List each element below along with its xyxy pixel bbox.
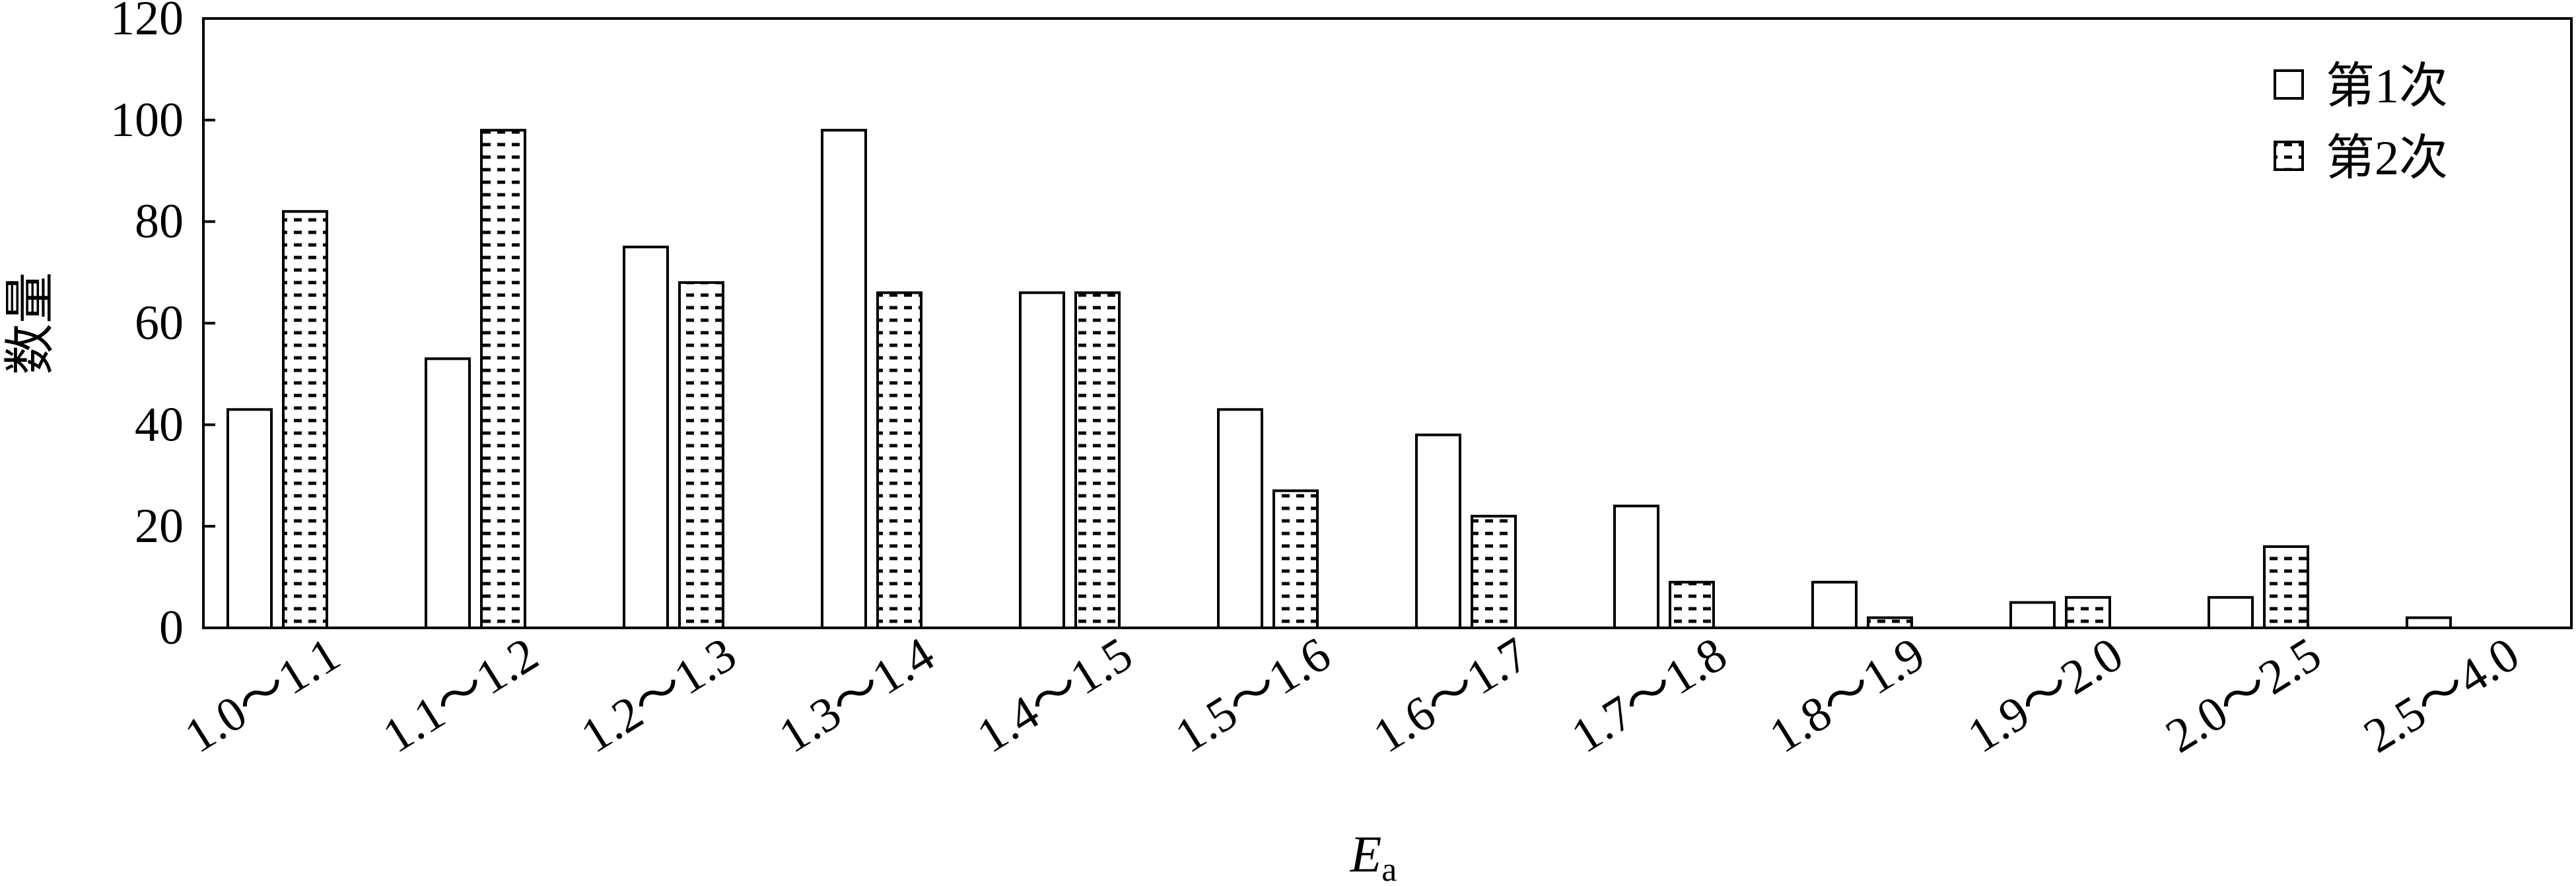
x-tick-label: 1.3～1.4 [770, 627, 944, 764]
bar-series-1-0 [226, 408, 273, 630]
bar-series-1-5 [1217, 408, 1263, 630]
x-tick-label: 1.6～1.7 [1364, 627, 1538, 764]
bar-series-2-5 [1272, 489, 1319, 630]
bar-series-1-6 [1415, 433, 1461, 629]
bar-series-1-3 [821, 129, 867, 629]
legend-label-series-1: 第1次 [2326, 59, 2448, 114]
y-tick-label: 100 [110, 93, 184, 147]
y-tick-label: 80 [135, 195, 184, 249]
bar-series-1-1 [425, 357, 471, 629]
x-tick-label: 1.8～1.9 [1760, 627, 1934, 764]
y-tick-label: 20 [135, 499, 184, 553]
bar-series-1-10 [2208, 596, 2254, 629]
plot-frame [202, 17, 2573, 629]
x-axis-title-subscript: a [1381, 851, 1397, 886]
bar-series-2-1 [480, 129, 526, 629]
y-axis-title: 数量 [1, 272, 59, 375]
y-axis-ticks: 0 20 40 60 80 100 120 [110, 0, 215, 655]
x-tick-label: 1.7～1.8 [1562, 627, 1736, 764]
x-tick-label: 2.0～2.5 [2157, 627, 2330, 764]
x-axis-title: Ea [1350, 825, 1397, 886]
bar-series-2-7 [1669, 580, 1715, 630]
x-tick-label: 2.5～4.0 [2355, 627, 2528, 764]
bar-series-2-4 [1074, 291, 1121, 629]
x-tick-label: 1.0～1.1 [176, 627, 349, 764]
x-tick-label: 1.2～1.3 [572, 627, 746, 764]
legend-label-series-2: 第2次 [2326, 131, 2448, 186]
legend-swatch-series-2 [2274, 141, 2304, 171]
bar-series-1-9 [2009, 601, 2056, 630]
bar-series-2-10 [2263, 545, 2309, 630]
x-axis-title-main: E [1350, 825, 1382, 883]
legend-swatch-series-1 [2274, 69, 2304, 100]
bar-series-2-6 [1471, 514, 1517, 629]
bars [226, 129, 2452, 630]
bar-series-1-7 [1613, 504, 1659, 630]
bar-series-2-2 [678, 281, 724, 629]
legend: 第1次 第2次 [2274, 59, 2448, 186]
y-tick-label: 60 [135, 296, 184, 351]
y-tick-label: 120 [110, 0, 184, 46]
bar-series-1-4 [1019, 291, 1065, 629]
x-tick-label: 1.4～1.5 [968, 627, 1142, 764]
bar-series-1-2 [623, 246, 669, 629]
bar-series-2-0 [282, 210, 328, 629]
bar-series-2-3 [876, 291, 922, 629]
y-tick-label: 0 [159, 601, 184, 655]
x-tick-label: 1.1～1.2 [374, 627, 547, 764]
bar-series-1-11 [2406, 616, 2452, 629]
x-tick-label: 1.5～1.6 [1166, 627, 1340, 764]
x-axis-tick-labels: 1.0～1.1 1.1～1.2 1.2～1.3 1.3～1.4 1.4～1.5 1.5～1… [176, 627, 2528, 764]
bar-series-2-8 [1867, 616, 1913, 629]
bar-series-2-9 [2065, 596, 2111, 629]
bar-series-1-8 [1811, 580, 1858, 630]
y-tick-label: 40 [135, 397, 184, 452]
x-tick-label: 1.9～2.0 [1959, 627, 2132, 764]
